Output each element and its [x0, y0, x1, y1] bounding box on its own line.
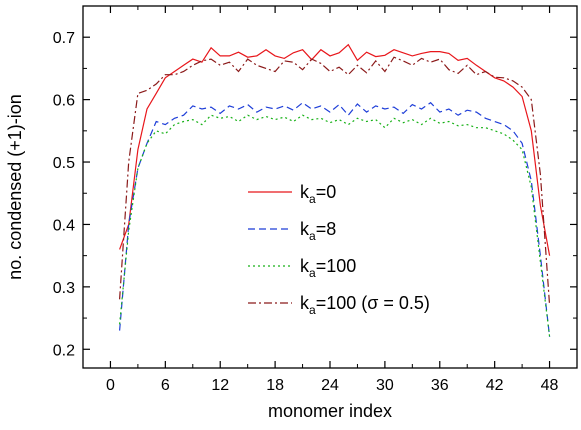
series-line-2 — [119, 101, 551, 337]
series-line-3 — [119, 114, 551, 337]
legend-label-1: ka=0 — [300, 182, 336, 206]
x-tick-label: 36 — [431, 377, 449, 394]
x-tick-label: 42 — [486, 377, 504, 394]
y-tick-label: 0.2 — [53, 342, 75, 359]
legend-label-4: ka=100 (σ = 0.5) — [300, 293, 430, 317]
x-tick-label: 18 — [266, 377, 284, 394]
y-tick-label: 0.4 — [53, 217, 75, 234]
legend: ka=0 ka=8 ka=100 ka=100 (σ = 0.5) — [248, 182, 430, 317]
x-axis: 0 6 12 18 24 30 36 42 48 — [106, 6, 559, 394]
x-tick-label: 30 — [376, 377, 394, 394]
x-tick-label: 12 — [211, 377, 229, 394]
x-tick-label: 24 — [321, 377, 339, 394]
legend-label-2: ka=8 — [300, 219, 336, 243]
y-tick-label: 0.3 — [53, 280, 75, 297]
series-lines — [119, 43, 551, 337]
x-tick-label: 6 — [161, 377, 170, 394]
series-line-4 — [119, 56, 551, 306]
x-tick-label: 0 — [106, 377, 115, 394]
y-axis-label: no. condensed (+1)-ion — [5, 94, 25, 280]
y-tick-label: 0.6 — [53, 93, 75, 110]
legend-label-3: ka=100 — [300, 256, 356, 280]
x-tick-label: 48 — [541, 377, 559, 394]
y-tick-label: 0.7 — [53, 30, 75, 47]
series-line-1 — [119, 43, 551, 256]
y-axis: 0.2 0.3 0.4 0.5 0.6 0.7 — [53, 30, 577, 359]
x-axis-label: monomer index — [268, 401, 392, 421]
y-tick-label: 0.5 — [53, 155, 75, 172]
